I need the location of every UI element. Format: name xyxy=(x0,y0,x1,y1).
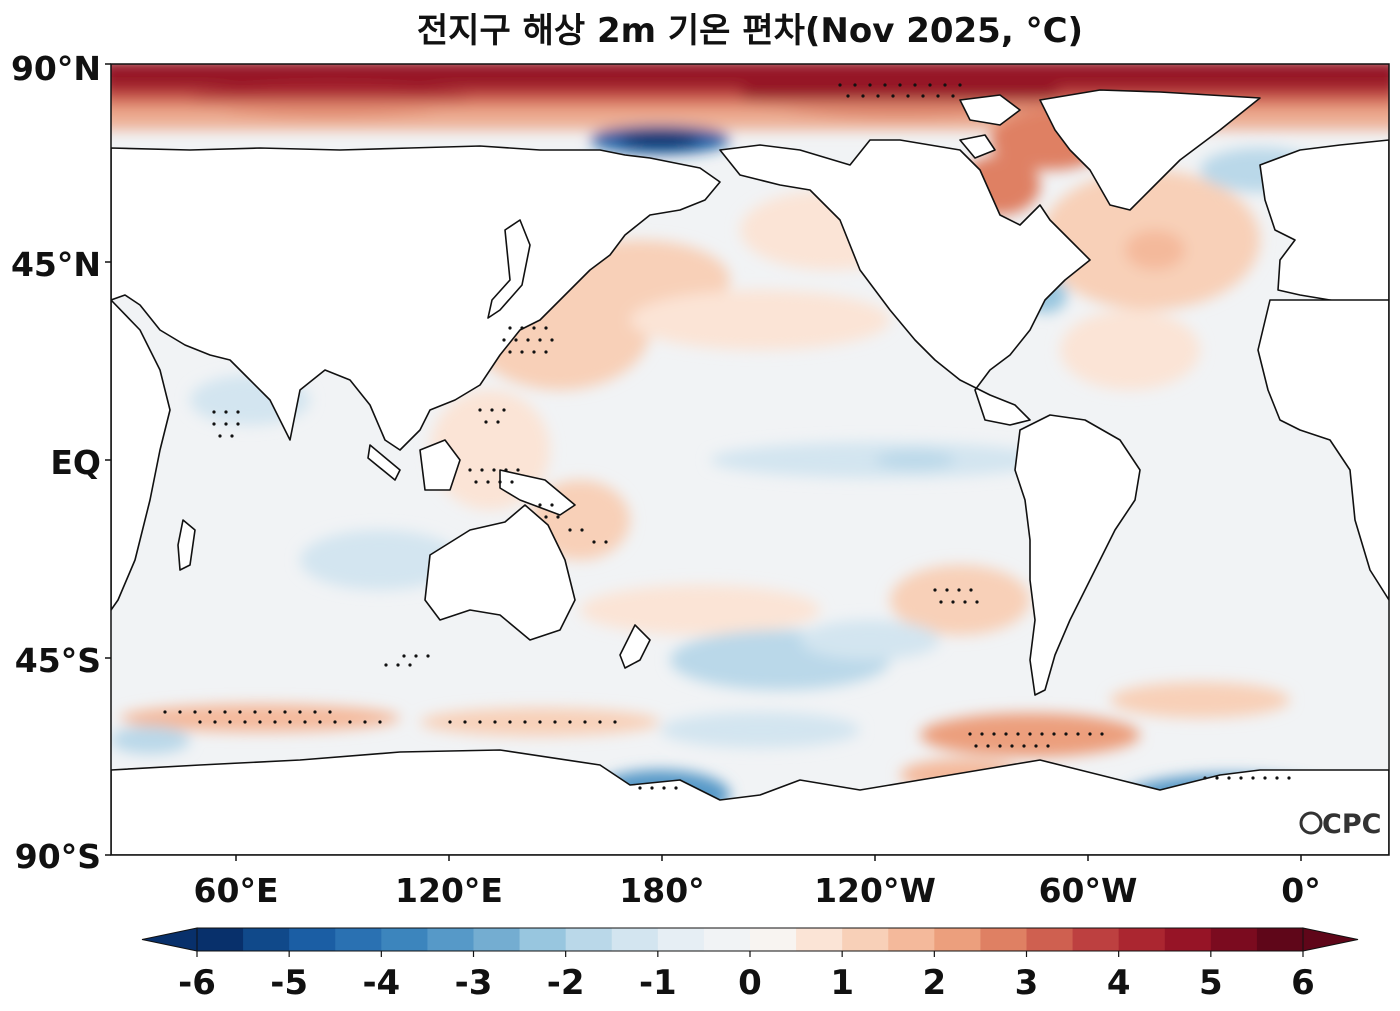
japan xyxy=(487,219,531,319)
sumatra xyxy=(367,444,401,481)
colorbar-segment xyxy=(335,928,382,951)
significance-stippling xyxy=(163,83,1291,790)
longitude-tick-label: 120°W xyxy=(814,871,936,910)
colorbar-tick-label: -1 xyxy=(639,963,677,1003)
colorbar-tick-label: 5 xyxy=(1199,963,1223,1003)
colorbar-segment xyxy=(703,928,751,951)
cpc-logo-mark xyxy=(1299,811,1323,835)
colorbar: -6 -5 -4 -3 -2 -1 0 1 2 3 4 5 6 xyxy=(141,927,1359,1003)
longitude-tick-label: 60°W xyxy=(1039,871,1138,910)
latitude-tick-label: 45°S xyxy=(15,641,101,680)
colorbar-segment xyxy=(934,928,982,951)
colorbar-segment xyxy=(980,928,1028,951)
colorbar-segment xyxy=(1118,928,1166,951)
latitude-axis: 90°N 45°N EQ 45°S 90°S xyxy=(11,49,111,876)
colorbar-segment xyxy=(473,928,521,951)
colorbar-segment xyxy=(888,928,935,951)
stipple-indian-ocean xyxy=(212,410,240,438)
stipple-southern-indian-ocean xyxy=(384,654,430,667)
colorbar-tick-label: 6 xyxy=(1291,963,1315,1003)
west-africa-landmass xyxy=(1257,299,1389,601)
cpc-logo: CPC xyxy=(1299,809,1381,840)
colorbar-segment xyxy=(197,928,244,951)
colorbar-extend-min-arrow xyxy=(141,927,198,952)
map-title: 전지구 해상 2m 기온 편차(Nov 2025, °C) xyxy=(417,11,1083,51)
north-america-landmass xyxy=(719,139,1091,426)
stipple-arctic-canada xyxy=(838,83,962,98)
south-america-landmass xyxy=(1014,414,1141,696)
stipple-southeast-pacific xyxy=(933,588,979,604)
colorbar-tick-label: -2 xyxy=(547,963,585,1003)
colorbar-segment xyxy=(657,928,705,951)
antarctica-landmass xyxy=(111,749,1389,855)
cpc-credit-text: CPC xyxy=(1322,809,1381,840)
colorbar-extend-max-arrow xyxy=(1302,927,1359,952)
colorbar-tick-label: -6 xyxy=(178,963,216,1003)
stipple-northwest-pacific xyxy=(478,326,554,424)
latitude-tick-label: 90°S xyxy=(15,837,101,876)
greenland xyxy=(1039,89,1261,211)
colorbar-segment xyxy=(1164,928,1212,951)
colorbar-tick-labels: -6 -5 -4 -3 -2 -1 0 1 2 3 4 5 6 xyxy=(178,951,1315,1003)
colorbar-tick-label: -4 xyxy=(362,963,400,1003)
colorbar-segment xyxy=(1026,928,1074,951)
latitude-tick-label: EQ xyxy=(50,443,101,482)
coastlines xyxy=(111,89,1389,855)
colorbar-tick-label: 1 xyxy=(830,963,854,1003)
eurasia-landmass xyxy=(111,145,721,451)
longitude-tick-label: 0° xyxy=(1281,871,1320,910)
anomaly-field xyxy=(111,64,1389,827)
colorbar-tick-label: 4 xyxy=(1107,963,1131,1003)
colorbar-segment xyxy=(611,928,659,951)
colorbar-segment xyxy=(381,928,429,951)
latitude-tick-label: 45°N xyxy=(11,245,101,284)
colorbar-tick-label: 3 xyxy=(1015,963,1039,1003)
map-panel: CPC xyxy=(111,64,1389,855)
new-zealand xyxy=(619,624,651,669)
stipple-southern-ocean xyxy=(163,710,1291,790)
colorbar-tick-label: 0 xyxy=(738,963,762,1003)
canadian-arctic-islands xyxy=(959,94,1021,126)
longitude-tick-label: 120°E xyxy=(395,871,503,910)
colorbar-segment xyxy=(796,928,843,951)
africa-landmass xyxy=(111,299,171,611)
colorbar-segments xyxy=(197,928,1304,951)
europe-landmass xyxy=(1259,139,1389,306)
latitude-tick-label: 90°N xyxy=(11,49,101,88)
colorbar-segment xyxy=(427,928,475,951)
colorbar-segment xyxy=(565,928,613,951)
australia-landmass xyxy=(424,504,576,641)
madagascar xyxy=(177,519,196,571)
stipple-maritime-continent xyxy=(468,468,608,544)
colorbar-segment xyxy=(289,928,336,951)
colorbar-segment xyxy=(1210,928,1258,951)
new-guinea xyxy=(499,469,576,516)
colorbar-segment xyxy=(243,928,290,951)
colorbar-tick-label: -3 xyxy=(455,963,493,1003)
colorbar-segment xyxy=(750,928,797,951)
colorbar-tick-label: 2 xyxy=(922,963,946,1003)
colorbar-segment xyxy=(519,928,567,951)
borneo xyxy=(419,439,461,491)
longitude-tick-label: 60°E xyxy=(194,871,279,910)
longitude-tick-label: 180° xyxy=(619,871,704,910)
longitude-axis: 60°E 120°E 180° 120°W 60°W 0° xyxy=(194,855,1321,910)
colorbar-tick-label: -5 xyxy=(270,963,308,1003)
colorbar-segment xyxy=(1256,928,1304,951)
colorbar-segment xyxy=(1072,928,1120,951)
colorbar-segment xyxy=(842,928,889,951)
